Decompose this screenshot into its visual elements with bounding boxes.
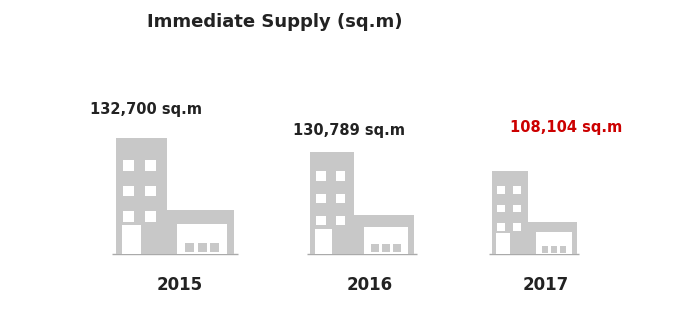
Bar <box>513 187 521 194</box>
Text: 108,104 sq.m: 108,104 sq.m <box>510 120 622 135</box>
Bar <box>116 138 166 254</box>
Bar <box>492 222 577 254</box>
Bar <box>122 225 141 254</box>
Bar <box>116 210 234 254</box>
Bar <box>496 233 510 254</box>
Bar <box>316 194 326 203</box>
Bar <box>336 194 345 203</box>
Text: 2017: 2017 <box>523 276 569 294</box>
Bar <box>145 186 156 196</box>
Bar <box>336 216 345 225</box>
Bar <box>492 171 528 254</box>
Bar <box>316 216 326 225</box>
Bar <box>542 246 548 253</box>
Text: 2016: 2016 <box>347 276 393 294</box>
Bar <box>315 229 332 254</box>
Bar <box>123 211 134 222</box>
Bar <box>560 246 566 253</box>
Bar <box>371 244 379 252</box>
Bar <box>145 211 156 222</box>
Bar <box>536 232 572 254</box>
Bar <box>497 187 505 194</box>
Bar <box>210 243 219 252</box>
Bar <box>513 205 521 212</box>
Bar <box>123 186 134 196</box>
Text: 130,789 sq.m: 130,789 sq.m <box>293 123 406 138</box>
Bar <box>497 223 505 231</box>
Bar <box>382 244 390 252</box>
Bar <box>497 205 505 212</box>
Text: 132,700 sq.m: 132,700 sq.m <box>90 102 202 117</box>
Bar <box>177 223 227 254</box>
Bar <box>310 215 414 254</box>
Bar <box>145 160 156 171</box>
Text: Immediate Supply (sq.m): Immediate Supply (sq.m) <box>147 13 403 31</box>
Text: 2015: 2015 <box>157 276 203 294</box>
Bar <box>198 243 207 252</box>
Bar <box>393 244 401 252</box>
Bar <box>336 172 345 181</box>
Bar <box>316 172 326 181</box>
Bar <box>186 243 195 252</box>
Bar <box>364 227 408 254</box>
Bar <box>123 160 134 171</box>
Bar <box>310 152 354 254</box>
Bar <box>513 223 521 231</box>
Bar <box>551 246 557 253</box>
